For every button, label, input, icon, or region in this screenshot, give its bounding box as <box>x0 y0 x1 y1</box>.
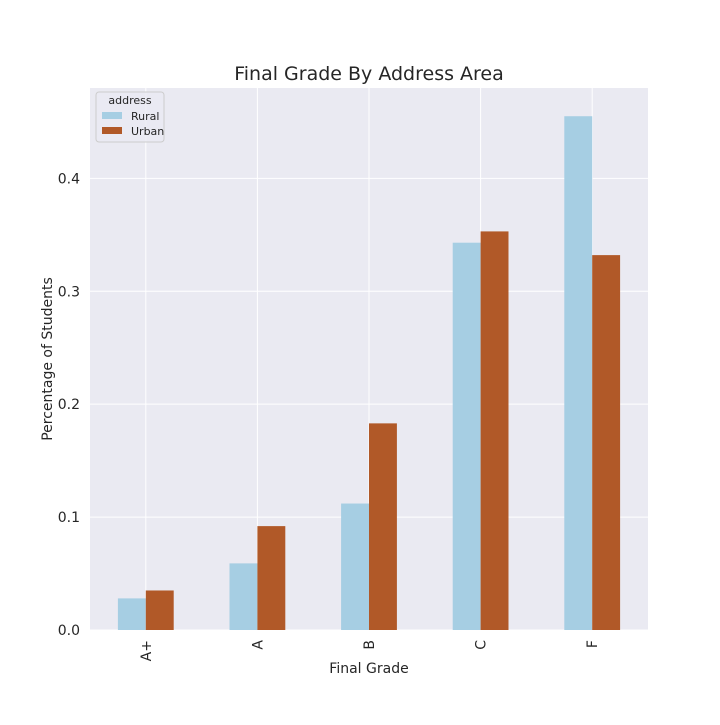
y-tick-labels: 0.0 0.1 0.2 0.3 0.4 <box>58 171 80 639</box>
bar-rural-4 <box>564 116 593 630</box>
bar-urban-1 <box>257 526 286 630</box>
chart-title: Final Grade By Address Area <box>234 63 504 85</box>
x-tick-label: F <box>585 640 601 648</box>
bar-rural-2 <box>341 503 369 630</box>
bar-urban-2 <box>369 423 397 630</box>
y-axis-label: Percentage of Students <box>40 277 56 441</box>
bar-urban-4 <box>592 255 621 630</box>
bar-urban-3 <box>480 231 509 630</box>
x-tick-label: A+ <box>139 640 155 661</box>
x-tick-label: B <box>362 640 378 650</box>
x-axis-label: Final Grade <box>329 661 408 677</box>
x-tick-label: C <box>474 640 490 650</box>
y-tick-label: 0.3 <box>58 284 80 300</box>
bars <box>117 116 621 630</box>
legend-swatch-urban <box>102 127 122 134</box>
bar-rural-1 <box>229 563 258 630</box>
y-tick-label: 0.0 <box>58 623 80 639</box>
bar-rural-0 <box>117 598 146 630</box>
legend-label-urban: Urban <box>131 125 164 138</box>
legend-swatch-rural <box>102 112 122 119</box>
bar-rural-3 <box>452 242 481 630</box>
legend-label-rural: Rural <box>131 110 159 123</box>
x-tick-labels: A+ A B C F <box>139 640 601 662</box>
x-tick-label: A <box>250 640 266 650</box>
legend: address Rural Urban <box>95 91 165 143</box>
legend-items: Rural Urban <box>102 110 164 138</box>
y-tick-label: 0.1 <box>58 510 80 526</box>
y-tick-label: 0.2 <box>58 397 80 413</box>
bar-urban-0 <box>145 590 174 630</box>
y-tick-label: 0.4 <box>58 171 80 187</box>
legend-title: address <box>108 94 151 107</box>
